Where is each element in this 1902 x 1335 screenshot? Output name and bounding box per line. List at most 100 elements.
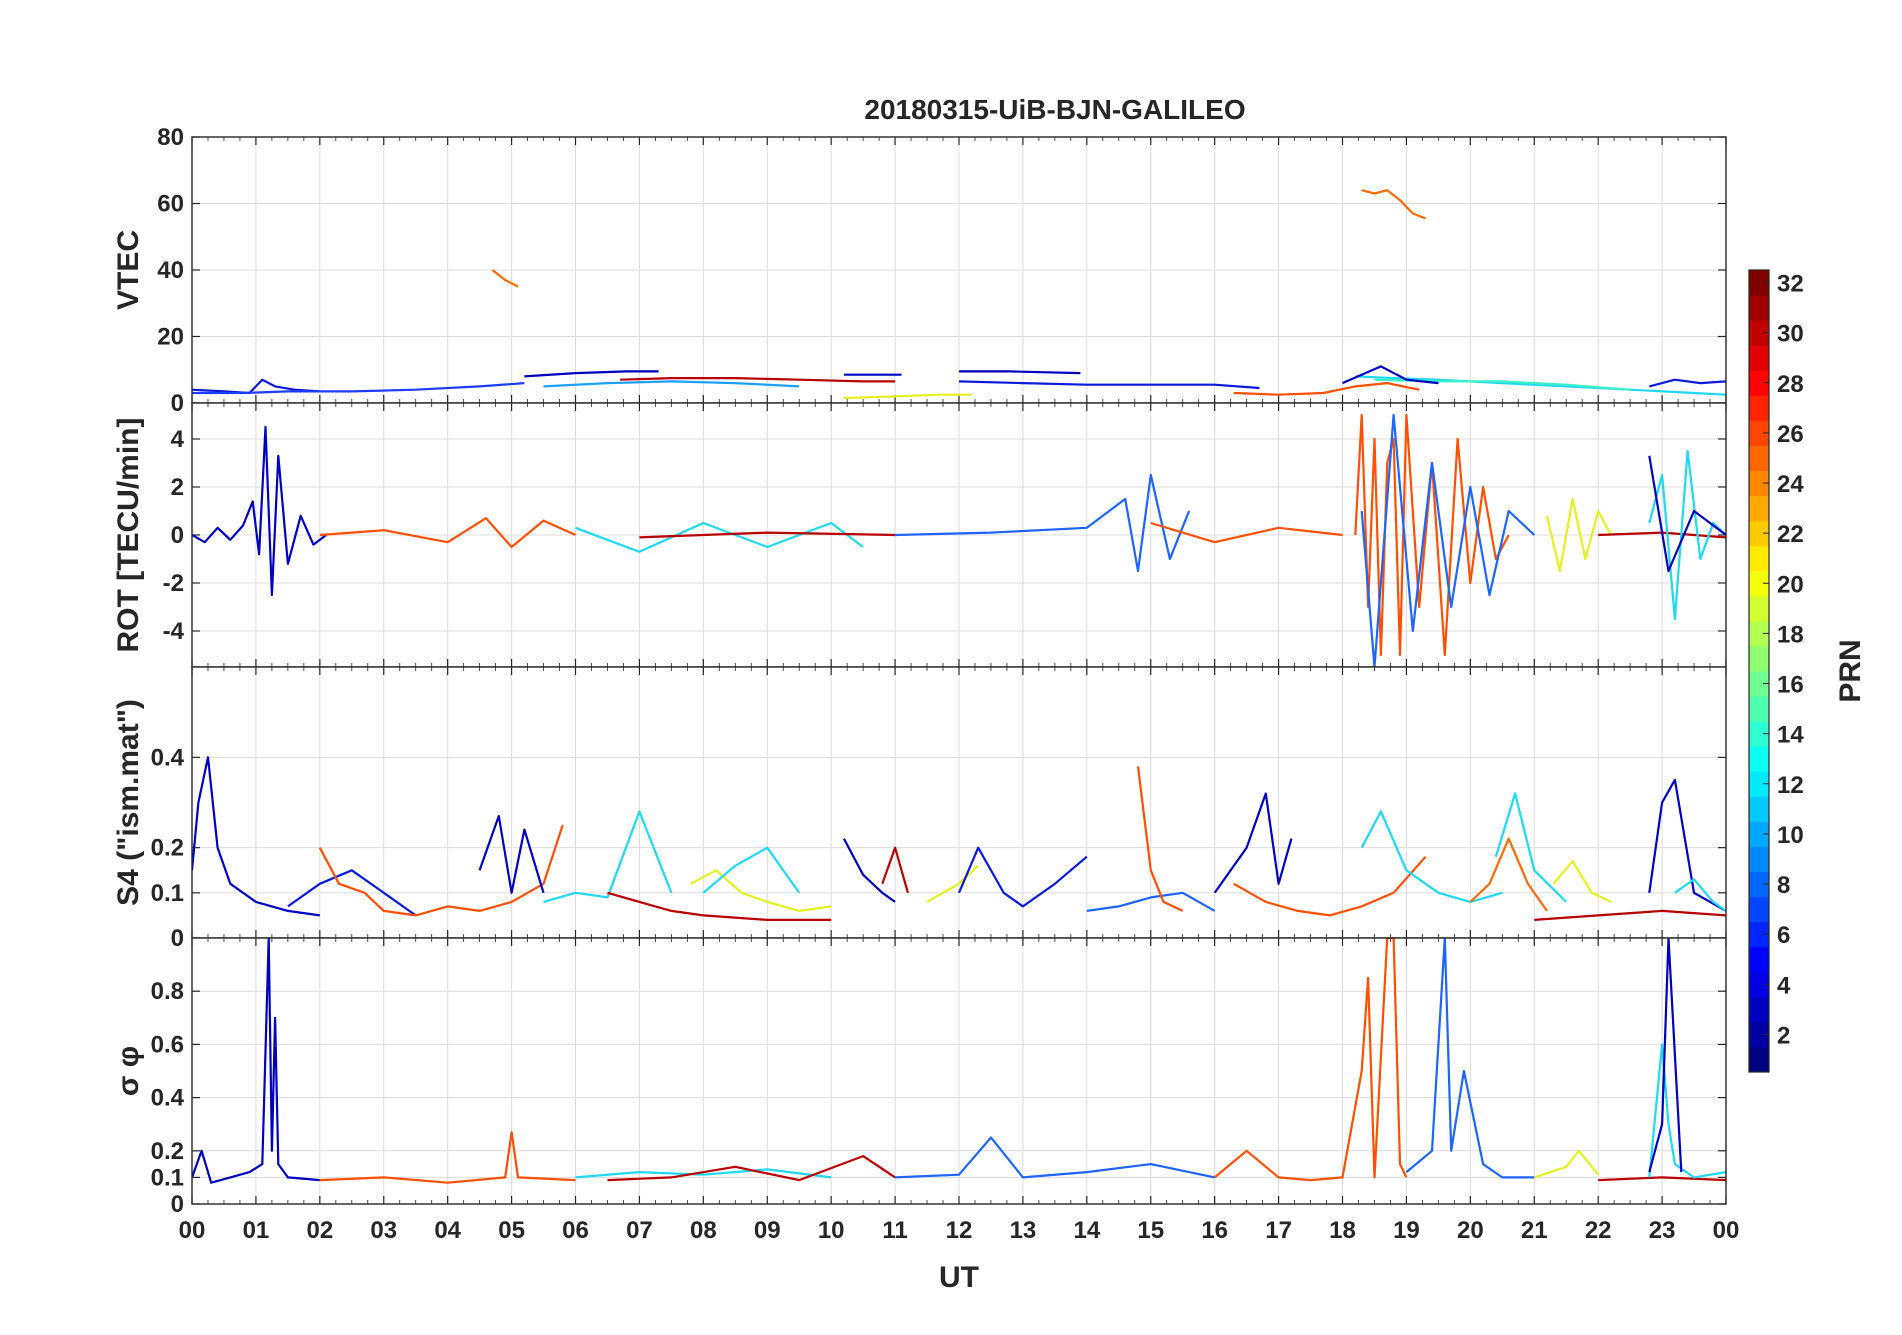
x-tick-label: 11 — [882, 1217, 907, 1244]
series-line-10 — [491, 269, 519, 288]
series-line-4 — [478, 814, 545, 894]
colorbar-segment — [1749, 696, 1769, 722]
colorbar-tick-label: 28 — [1777, 371, 1804, 398]
series-line-3 — [524, 370, 659, 378]
colorbar-tick-label: 2 — [1777, 1022, 1790, 1049]
series-line-22 — [1648, 778, 1726, 912]
series-line-16 — [1342, 365, 1439, 385]
series-line-8 — [702, 846, 801, 894]
x-tick-label: 00 — [179, 1217, 206, 1244]
series-line-20 — [1552, 860, 1612, 903]
x-tick-label: 16 — [1201, 1217, 1228, 1244]
series-line-11 — [1361, 189, 1427, 220]
series-line-2 — [287, 869, 417, 917]
colorbar-tick-label: 30 — [1777, 321, 1804, 348]
colorbar-segment — [1749, 921, 1769, 948]
series-line-16 — [1233, 855, 1427, 917]
series-line-2 — [319, 517, 576, 549]
series-line-9 — [843, 393, 972, 400]
colorbar-segment — [1749, 270, 1769, 296]
panel-3: 0 0.1 0.2 0.4S4 ("ism.mat") — [112, 666, 1727, 952]
chart-title: 20180315-UiB-BJN-GALILEO — [864, 94, 1245, 125]
y-tick-label: 0 — [171, 522, 184, 549]
x-tick-label: 04 — [434, 1217, 461, 1244]
x-tick-label: 01 — [243, 1217, 270, 1244]
y-tick-label: 0.1 — [151, 880, 184, 907]
y-axis-label: VTEC — [112, 230, 145, 310]
x-tick-label: 07 — [626, 1217, 653, 1244]
colorbar-segment — [1749, 971, 1769, 998]
x-tick-label: 13 — [1010, 1217, 1037, 1244]
series-line-4 — [607, 1154, 896, 1182]
colorbar-tick-label: 4 — [1777, 972, 1791, 999]
colorbar-segment — [1749, 896, 1769, 923]
colorbar-tick-label: 32 — [1777, 271, 1804, 298]
x-tick-label: 05 — [498, 1217, 525, 1244]
colorbar-segment — [1749, 295, 1769, 321]
colorbar-segment — [1749, 370, 1769, 396]
y-tick-label: 0 — [171, 925, 184, 952]
series-line-12 — [957, 846, 1088, 908]
y-tick-label: 0.8 — [151, 978, 184, 1005]
series-line-1 — [192, 756, 320, 917]
colorbar-segment — [1749, 595, 1769, 622]
y-tick-label: -4 — [163, 618, 185, 645]
y-tick-label: 0 — [171, 1191, 184, 1218]
x-tick-label: 06 — [562, 1217, 589, 1244]
y-tick-label: 2 — [171, 474, 184, 501]
series-line-2 — [192, 382, 525, 395]
y-tick-label: 60 — [157, 191, 184, 218]
series-group — [192, 189, 1726, 400]
series-line-12 — [1648, 455, 1726, 573]
y-axis-label: ROT [TECU/min] — [112, 418, 145, 653]
y-tick-label: -2 — [163, 570, 184, 597]
colorbar-tick-label: 18 — [1777, 621, 1804, 648]
colorbar-segment — [1749, 520, 1769, 547]
series-group — [192, 413, 1726, 667]
colorbar-segment — [1749, 545, 1769, 572]
y-tick-label: 20 — [157, 324, 184, 351]
series-line-1 — [192, 378, 320, 395]
x-tick-label: 10 — [818, 1217, 845, 1244]
series-line-6 — [607, 891, 832, 922]
y-tick-label: 0.2 — [151, 835, 184, 862]
colorbar-segment — [1749, 871, 1769, 898]
panel-1: 0 20 40 60 80 VTEC — [112, 124, 1727, 417]
series-line-6 — [1213, 938, 1408, 1182]
x-tick-label: 17 — [1265, 1217, 1292, 1244]
series-line-1 — [192, 425, 327, 597]
series-line-7 — [1405, 938, 1535, 1179]
series-line-3 — [575, 1168, 832, 1179]
x-tick-label: 21 — [1521, 1217, 1548, 1244]
x-tick-label: 20 — [1457, 1217, 1484, 1244]
series-line-10 — [1648, 1043, 1726, 1179]
series-line-3 — [318, 824, 564, 917]
series-line-21 — [1534, 909, 1726, 921]
series-line-7 — [689, 869, 832, 913]
series-line-7 — [1354, 413, 1510, 657]
colorbar-segment — [1749, 645, 1769, 672]
colorbar-segment — [1749, 620, 1769, 647]
colorbar-segment — [1749, 420, 1769, 446]
series-line-7 — [959, 370, 1081, 375]
colorbar-segment — [1749, 771, 1769, 797]
series-line-23 — [1674, 878, 1726, 912]
x-tick-label: 22 — [1585, 1217, 1612, 1244]
series-line-5 — [895, 473, 1191, 573]
colorbar-tick-label: 8 — [1777, 872, 1790, 899]
series-line-6 — [1150, 521, 1343, 544]
colorbar-segment — [1749, 721, 1769, 747]
colorbar-segment — [1749, 846, 1769, 872]
colorbar-segment — [1749, 746, 1769, 772]
y-axis-label: S4 ("ism.mat") — [112, 699, 145, 906]
colorbar-segment — [1749, 996, 1769, 1023]
y-tick-label: 4 — [171, 426, 185, 453]
x-tick-label: 23 — [1649, 1217, 1676, 1244]
colorbar-segment — [1749, 796, 1769, 822]
series-line-13 — [1355, 375, 1726, 396]
colorbar-segment — [1749, 570, 1769, 597]
